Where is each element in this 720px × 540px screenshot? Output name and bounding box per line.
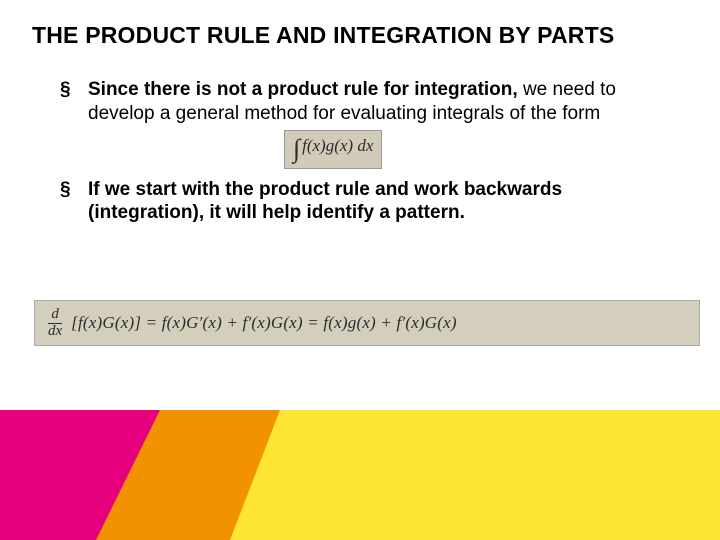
bullet-marker: § (60, 78, 88, 126)
bullet-marker: § (60, 178, 88, 226)
bullet-text: Since there is not a product rule for in… (88, 78, 670, 126)
derivation-equation: d dx [f(x)G(x)] = f(x)G′(x) + f′(x)G(x) … (34, 300, 700, 346)
band-yellow (205, 410, 720, 540)
footer-color-band (0, 410, 720, 540)
fraction-d-dx: d dx (45, 307, 65, 340)
bullet-item: § If we start with the product rule and … (60, 178, 670, 226)
bullet-text: If we start with the product rule and wo… (88, 178, 670, 226)
derivation-expression: [f(x)G(x)] = f(x)G′(x) + f′(x)G(x) = f(x… (71, 313, 457, 333)
bullet-bold-lead: If we start with the product rule and wo… (88, 179, 562, 224)
bullet-item: § Since there is not a product rule for … (60, 78, 670, 126)
math-expr: f(x)g(x) dx (302, 136, 373, 155)
content-area: § Since there is not a product rule for … (60, 78, 670, 251)
inline-math-integral: ∫f(x)g(x) dx (284, 130, 382, 169)
slide: THE PRODUCT RULE AND INTEGRATION BY PART… (0, 0, 720, 540)
fraction-denominator: dx (45, 324, 65, 340)
bullet-bold-lead: Since there is not a product rule for in… (88, 79, 518, 100)
fraction-numerator: d (48, 307, 62, 324)
slide-title: THE PRODUCT RULE AND INTEGRATION BY PART… (32, 22, 688, 49)
